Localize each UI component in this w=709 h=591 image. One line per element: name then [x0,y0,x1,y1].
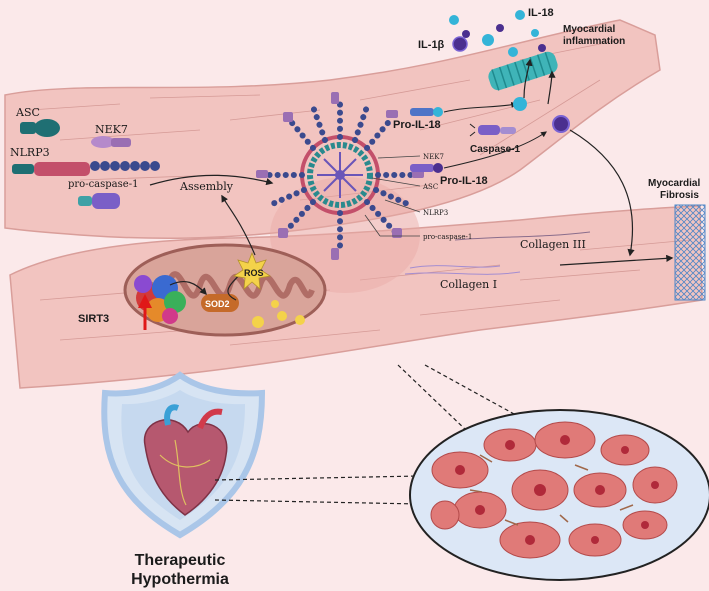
il-18-mature-icon [513,97,527,111]
nlrp3-label: NLRP3 [10,146,50,159]
collagen-to-fibrosis-arrow [559,254,674,266]
therapeutic-label-2: Hypothermia [131,571,229,588]
ros-label: ROS [244,268,264,278]
ros-burst-icon [232,251,272,290]
fibrosis-mesh-icon [674,204,706,301]
heart-icon [143,404,228,516]
sirt3-protein-cluster-icon [134,275,186,324]
caspase-1-icon [469,123,516,137]
il1b-cleavage-arrow [443,131,547,169]
therapeutic-label-1: Therapeutic [135,552,226,569]
release-arrow-2 [547,70,556,105]
il-1b-label: IL-1β [418,39,445,51]
inflammasome-nlrp3-label: NLRP3 [423,209,448,217]
asc-protein-icon [20,119,60,137]
ros-to-assembly-arrow [221,194,256,256]
nek7-protein-icon [91,136,131,148]
il-1b-mature-icon [552,115,570,133]
nek7-label: NEK7 [95,123,128,136]
myocardial-fibrosis-label-2: Fibrosis [660,190,699,201]
inflammasome-icon [256,92,424,260]
il-18-label: IL-18 [528,7,554,19]
asc-label: ASC [15,106,40,119]
assembly-label: Assembly [179,180,234,193]
sirt3-to-sod2-arrow [169,281,207,296]
myocardial-inflammation-label-1: Myocardial [563,24,615,35]
inflammasome-nek7-label: NEK7 [423,153,444,161]
pro-il-18-bottom-icon [410,163,443,173]
pro-il-18-top-icon [410,107,443,117]
collagen-1-label: Collagen I [440,278,497,291]
ros-particles [252,300,305,328]
sirt3-up-arrow-icon [138,294,152,330]
pro-il-18-bottom-label: Pro-IL-18 [440,175,488,187]
inflammasome-asc-label: ASC [422,183,438,191]
nlrp3-protein-icon [12,161,160,176]
to-fibrosis-arrow [569,129,635,257]
assembly-arrow [149,174,274,186]
sod2-badge [201,294,239,312]
myocardial-fibrosis-label-1: Myocardial [648,178,700,189]
collagen-1-strand [404,265,521,275]
pro-caspase-1-label: pro-caspase-1 [68,179,138,190]
sod2-label: SOD2 [205,299,230,309]
collagen-3-strand [454,231,591,241]
pro-il-18-top-label: Pro-IL-18 [393,119,441,131]
myocardial-inflammation-label-2: inflammation [563,36,625,47]
inflammasome-pro-caspase-1-label: pro-caspase-1 [423,233,472,241]
tissue-cross-section-icon [409,409,709,581]
sirt3-label: SIRT3 [78,313,109,325]
caspase-1-label: Caspase-1 [470,144,520,155]
collagen-3-label: Collagen III [520,238,586,251]
il18-cleavage-arrow [443,101,518,113]
release-arrow [523,58,533,99]
pro-caspase-1-protein-icon [78,193,120,209]
cytokine-cloud [449,10,546,57]
